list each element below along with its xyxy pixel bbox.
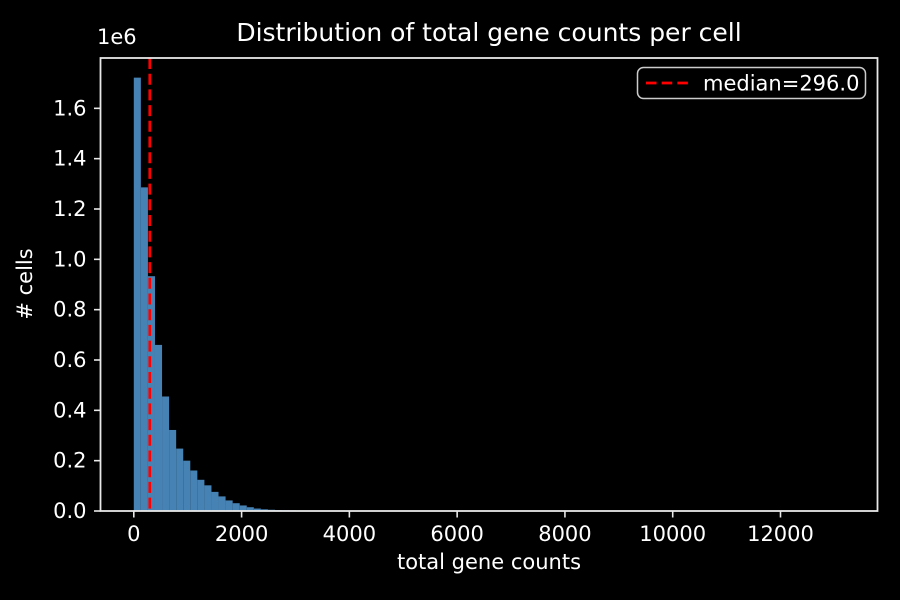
histogram-bar (147, 276, 155, 511)
histogram-bar (211, 491, 219, 511)
histogram-bar (232, 503, 240, 511)
x-tick-label: 10000 (639, 522, 706, 546)
y-tick-label: 1.4 (53, 147, 86, 171)
y-tick-label: 0.2 (53, 449, 86, 473)
y-tick-label: 1.0 (53, 247, 86, 271)
histogram-bar (246, 507, 254, 511)
histogram-bar (239, 505, 247, 511)
legend-label: median=296.0 (703, 72, 859, 96)
x-axis-ticks: 0 2000 4000 6000 8000 10000 12000 (127, 511, 814, 546)
y-axis-ticks: 0.0 0.2 0.4 0.6 0.8 1.0 1.2 1.4 1.6 (53, 96, 101, 523)
histogram-bar (162, 396, 170, 511)
x-tick-label: 6000 (430, 522, 483, 546)
x-tick-label: 2000 (215, 522, 268, 546)
plot-border (99, 57, 879, 512)
x-axis-label: total gene counts (397, 550, 581, 574)
y-axis-offset-label: 1e6 (97, 25, 137, 49)
x-tick-label: 4000 (323, 522, 376, 546)
histogram-bar (169, 429, 177, 511)
histogram-bar (140, 187, 148, 511)
histogram-bar (253, 508, 261, 511)
x-tick-label: 8000 (538, 522, 591, 546)
y-tick-label: 1.2 (53, 197, 86, 221)
histogram-bars (133, 77, 840, 511)
chart-title: Distribution of total gene counts per ce… (236, 18, 741, 47)
histogram-bar (183, 460, 191, 511)
histogram-bar (154, 344, 163, 511)
legend-box (636, 66, 867, 100)
histogram-bar (133, 77, 141, 511)
y-tick-label: 0.6 (53, 348, 86, 372)
histogram-bar (218, 496, 226, 511)
legend: median=296.0 (636, 66, 867, 100)
y-axis-label: # cells (13, 248, 37, 319)
histogram-bar (190, 470, 198, 511)
histogram-bar (176, 448, 184, 511)
histogram-bar (204, 485, 212, 511)
x-tick-label: 12000 (747, 522, 814, 546)
y-tick-label: 0.0 (53, 499, 86, 523)
x-tick-label: 0 (127, 522, 140, 546)
histogram-bar (225, 500, 233, 511)
y-tick-label: 0.8 (53, 298, 86, 322)
histogram-bar (197, 479, 205, 511)
y-tick-label: 1.6 (53, 96, 86, 120)
y-tick-label: 0.4 (53, 398, 86, 422)
